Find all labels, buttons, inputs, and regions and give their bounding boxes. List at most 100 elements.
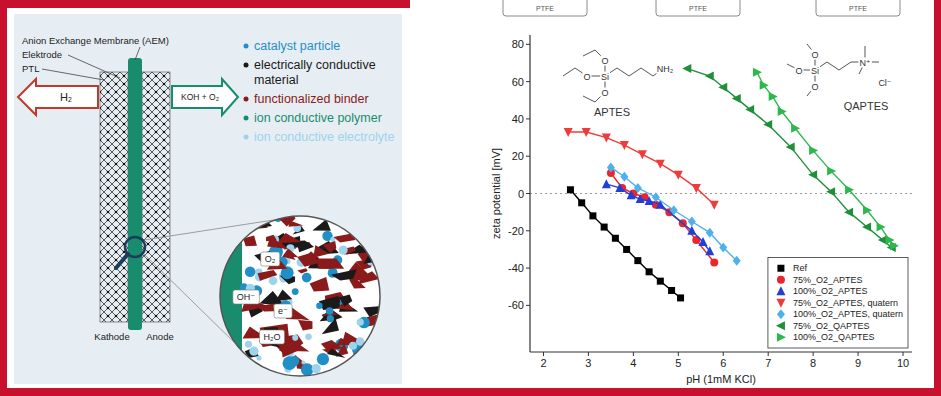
zoom-shard [282, 249, 295, 260]
marker [776, 299, 785, 308]
component-label: electrically conductivematerial [254, 58, 376, 87]
fit-line [611, 167, 737, 260]
marker [601, 224, 608, 231]
zoom-electrolyte [377, 264, 382, 269]
header-box-label: PTFE [689, 5, 707, 12]
legend: Ref75%_O2_APTES100%_O2_APTES75%_O2_APTES… [768, 258, 908, 349]
atom-patch [656, 64, 675, 74]
x-tick [633, 352, 634, 356]
y-tick-label: 40 [512, 113, 524, 125]
marker [763, 120, 772, 129]
marker [777, 333, 786, 342]
marker [589, 212, 596, 219]
legend-box [768, 258, 908, 349]
line: functionalized binder [254, 92, 369, 106]
bullet [244, 97, 249, 102]
zoom-shard [334, 233, 356, 243]
component-label: functionalized binder [254, 92, 369, 106]
zoom-shard [327, 349, 346, 359]
marker [677, 294, 684, 301]
marker [607, 162, 615, 172]
zoom-electrolyte [357, 319, 364, 326]
marker [776, 321, 785, 330]
atom-patch [600, 56, 609, 66]
zoom-shard [277, 233, 302, 243]
x-tick [678, 352, 679, 356]
zoom-shard [339, 295, 353, 307]
legend-label: 100%_O2_APTES [793, 286, 868, 296]
membrane [128, 58, 142, 330]
y-tick [526, 230, 530, 231]
x-tick [813, 352, 814, 356]
marker [827, 167, 836, 176]
fit-line [570, 190, 680, 298]
atom-label: O [601, 56, 608, 66]
marker [718, 83, 727, 92]
atom-label: O [583, 72, 590, 82]
zoom-electrolyte [312, 364, 321, 373]
y-tick-label: -20 [508, 225, 524, 237]
zoom-shard [298, 320, 312, 330]
cathode-ptl [100, 72, 128, 322]
structure-label: APTES [594, 106, 630, 118]
header-box [656, 0, 740, 16]
zoom-shard [289, 221, 304, 227]
y-tick [526, 44, 530, 45]
zoom-shard [352, 222, 375, 236]
y-tick [526, 156, 530, 157]
x-tick [543, 352, 544, 356]
marker [863, 206, 872, 215]
x-tick-label: 8 [810, 357, 816, 369]
fit-line [757, 72, 894, 245]
zoom-shard [356, 226, 370, 236]
zoom-label-box [233, 290, 260, 304]
marker [620, 172, 628, 182]
atom-patch [810, 50, 819, 60]
zoom-shard [267, 236, 288, 249]
fit-line [568, 132, 714, 205]
line: material [254, 73, 298, 87]
atom-patch [810, 66, 820, 76]
structure: OOOSiNH₂ [563, 50, 675, 102]
marker [646, 268, 653, 275]
zoom-catalyst [317, 353, 329, 365]
atom-label: O [811, 82, 818, 92]
zoom-border [220, 216, 380, 376]
marker [699, 237, 708, 246]
zoom-catalyst [245, 266, 256, 277]
bullet [244, 116, 249, 121]
zoom-electrolyte [249, 347, 258, 356]
zoom-electrolyte [349, 342, 357, 350]
zoom-electrolyte [269, 276, 278, 285]
line: catalyst particle [254, 39, 340, 53]
y-tick-label: 0 [518, 188, 524, 200]
atom-patch [858, 58, 871, 68]
atom-label: NH₂ [657, 64, 674, 74]
canvas: PTFEPTFEPTFEAnion Exchange Membrane (AEM… [0, 0, 941, 396]
x-tick-label: 2 [540, 357, 546, 369]
marker [615, 183, 624, 192]
fit-line [611, 173, 714, 262]
zoom-shard [347, 212, 359, 225]
x-tick-label: 7 [765, 357, 771, 369]
y-tick-label: 60 [512, 76, 524, 88]
y-axis-title: zeta potential [mV] [490, 148, 502, 239]
marker [564, 128, 573, 137]
line: ion conductive polymer [254, 111, 382, 125]
marker [670, 205, 678, 215]
zoom-electrolyte [339, 245, 348, 254]
marker [567, 186, 574, 193]
legend-label: 75%_O2_APTES, quatern [793, 298, 898, 308]
zoom-catalyst [368, 368, 380, 380]
zoom-shard [316, 259, 344, 269]
bullet [244, 44, 249, 49]
zoom-label: O₂ [265, 254, 276, 264]
fit-line [606, 184, 709, 251]
x-tick [903, 352, 904, 356]
atom-label: Si [601, 72, 609, 82]
marker [745, 105, 754, 114]
y-tick [526, 81, 530, 82]
zoom-shard [246, 215, 268, 230]
outlet-arrow [172, 79, 238, 115]
zoom-shard [310, 277, 330, 292]
